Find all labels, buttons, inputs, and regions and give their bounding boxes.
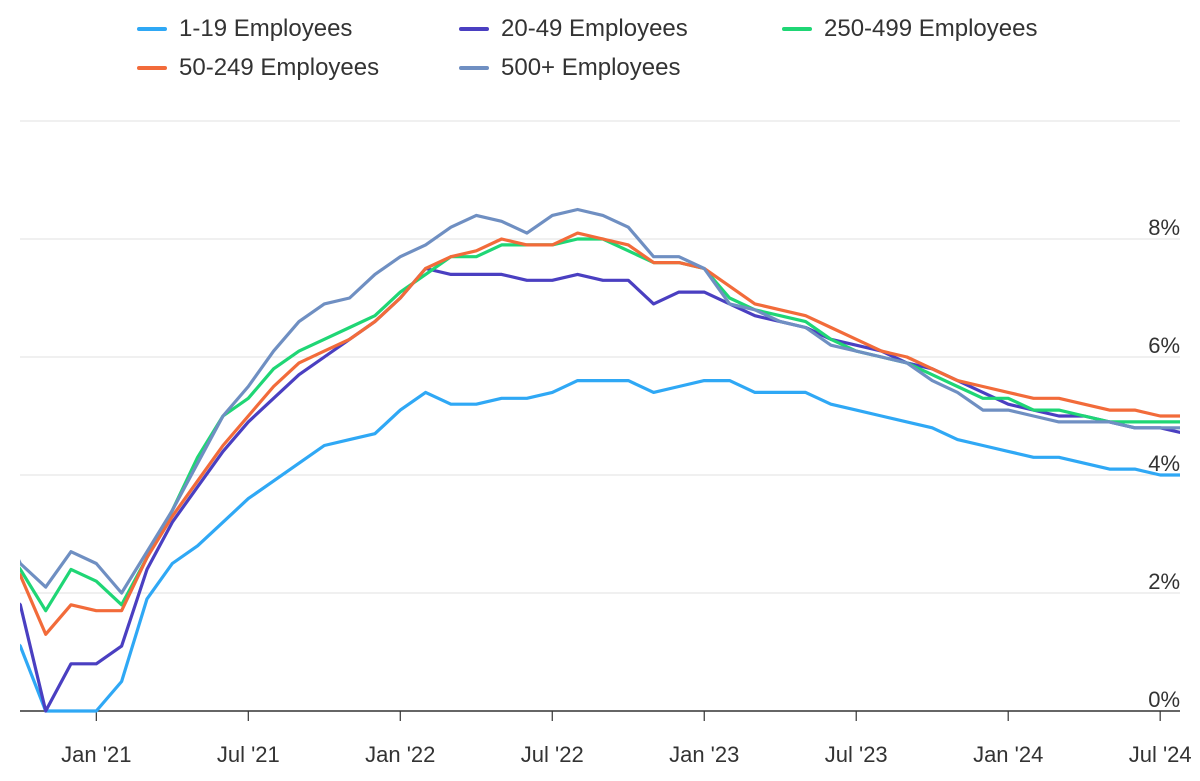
x-tick-label: Jan '23 [669,742,739,767]
legend-item[interactable]: 50-249 Employees [137,54,379,82]
legend-label: 250-499 Employees [824,15,1038,42]
legend-swatch [137,66,167,70]
legend-item[interactable]: 1-19 Employees [137,15,352,43]
x-tick-label: Jul '24 [1129,742,1192,767]
legend-label: 1-19 Employees [179,15,353,42]
legend-swatch [782,27,812,31]
x-tick-label: Jul '23 [825,742,888,767]
series-group [20,207,1180,713]
y-tick-label: 0% [1148,687,1180,712]
y-tick-label: 8% [1148,215,1180,240]
x-tick-label: Jul '21 [217,742,280,767]
series-line-3 [20,237,1180,613]
legend-label: 500+ Employees [501,54,681,81]
x-tick-label: Jan '22 [365,742,435,767]
legend-swatch [459,27,489,31]
legend-item[interactable]: 20-49 Employees [459,15,688,43]
legend-label: 50-249 Employees [179,54,380,81]
x-tick-label: Jul '22 [521,742,584,767]
series-line-5 [20,207,1180,595]
x-tick-label: Jan '24 [973,742,1043,767]
y-tick-label: 2% [1148,569,1180,594]
legend-label: 20-49 Employees [501,15,688,42]
legend-swatch [459,66,489,70]
series-line-4 [20,231,1180,636]
series-line-1 [20,379,1180,713]
legend-item[interactable]: 250-499 Employees [782,15,1037,43]
legend-item[interactable]: 500+ Employees [459,54,680,82]
y-tick-label: 6% [1148,333,1180,358]
series-line-2 [20,266,1180,713]
legend-swatch [137,27,167,31]
x-tick-label: Jan '21 [61,742,131,767]
chart-legend: 1-19 Employees 20-49 Employees 250-499 Emp… [0,0,1200,100]
